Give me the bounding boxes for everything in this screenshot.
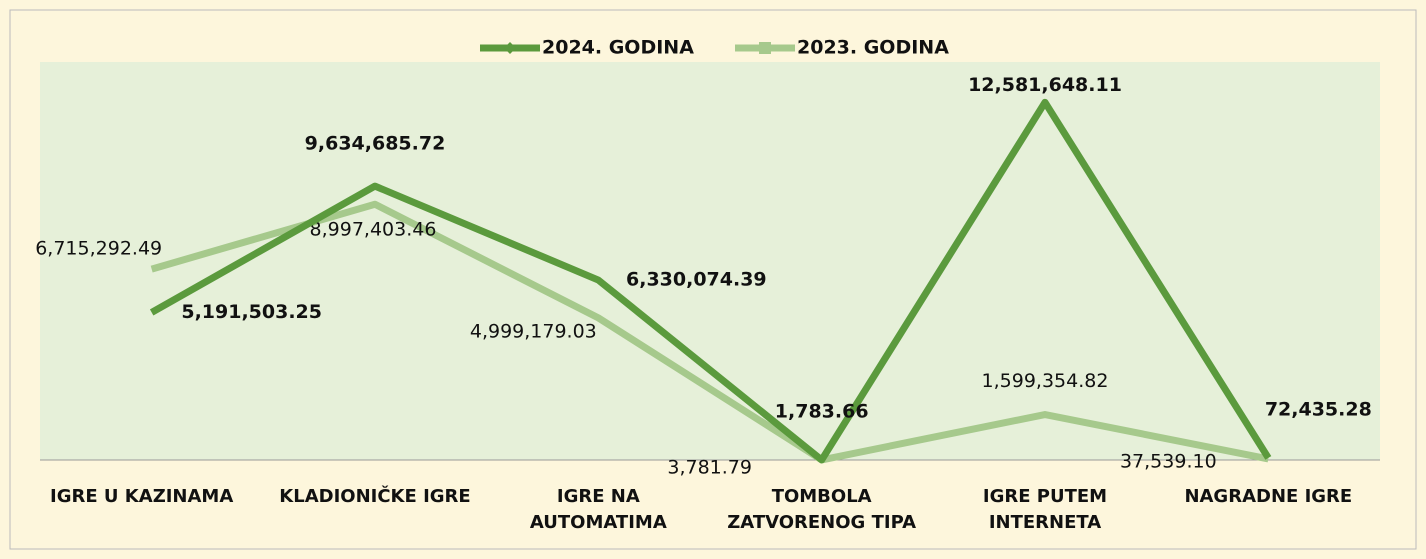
legend-label: 2023. GODINA <box>797 37 949 59</box>
plot-area <box>40 62 1380 460</box>
legend-label: 2024. GODINA <box>542 37 694 59</box>
x-tick-label: TOMBOLA ZATVORENOG TIPA <box>727 486 917 533</box>
x-tick-label: IGRE PUTEM INTERNETA <box>982 486 1108 533</box>
data-label: 6,330,074.39 <box>626 269 767 291</box>
data-label: 1,783.66 <box>775 400 869 422</box>
data-label: 37,539.10 <box>1120 450 1217 472</box>
data-label: 4,999,179.03 <box>470 320 597 342</box>
legend-marker <box>504 42 516 54</box>
series-line <box>150 200 1270 464</box>
legend-marker <box>759 42 771 54</box>
x-tick-label: NAGRADNE IGRE <box>1184 486 1353 507</box>
data-label: 12,581,648.11 <box>968 74 1122 96</box>
x-tick-label: IGRE NA AUTOMATIMA <box>529 486 667 533</box>
data-label: 3,781.79 <box>667 456 752 478</box>
x-tick-label: KLADIONIČKE IGRE <box>279 486 471 507</box>
data-label: 6,715,292.49 <box>35 238 162 260</box>
data-label: 5,191,503.25 <box>181 301 322 323</box>
frame <box>9 9 1417 550</box>
data-label: 72,435.28 <box>1265 398 1372 420</box>
series-line <box>149 98 1272 464</box>
data-label: 8,997,403.46 <box>310 219 437 241</box>
data-label: 9,634,685.72 <box>305 133 446 155</box>
data-label: 1,599,354.82 <box>982 370 1109 392</box>
x-tick-label: IGRE U KAZINAMA <box>50 486 234 507</box>
